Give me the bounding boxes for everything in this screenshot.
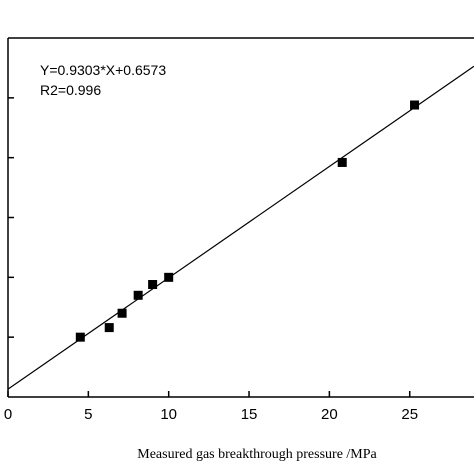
- x-axis-title: Measured gas breakthrough pressure /MPa: [137, 447, 377, 462]
- data-point-4: [133, 290, 143, 300]
- x-axis-ticks: 0 5 10 15 20 25: [4, 391, 418, 423]
- data-point-2: [104, 323, 114, 333]
- data-point-1: [75, 332, 85, 342]
- y-axis-ticks: [8, 97, 14, 338]
- data-point-6: [164, 272, 174, 282]
- x-tick-label-5: 5: [84, 406, 92, 423]
- regression-line: [7, 65, 474, 390]
- r-squared-annotation: R2=0.996: [40, 82, 101, 98]
- x-tick-label-10: 10: [160, 406, 177, 423]
- x-tick-label-20: 20: [321, 406, 338, 423]
- data-point-8: [410, 100, 420, 110]
- data-points: [75, 100, 420, 342]
- x-tick-label-0: 0: [4, 406, 12, 423]
- data-point-5: [148, 280, 158, 290]
- x-tick-label-25: 25: [401, 406, 418, 423]
- equation-annotation: Y=0.9303*X+0.6573: [40, 62, 166, 78]
- x-tick-label-15: 15: [241, 406, 258, 423]
- data-point-7: [337, 157, 347, 167]
- data-point-3: [117, 308, 127, 318]
